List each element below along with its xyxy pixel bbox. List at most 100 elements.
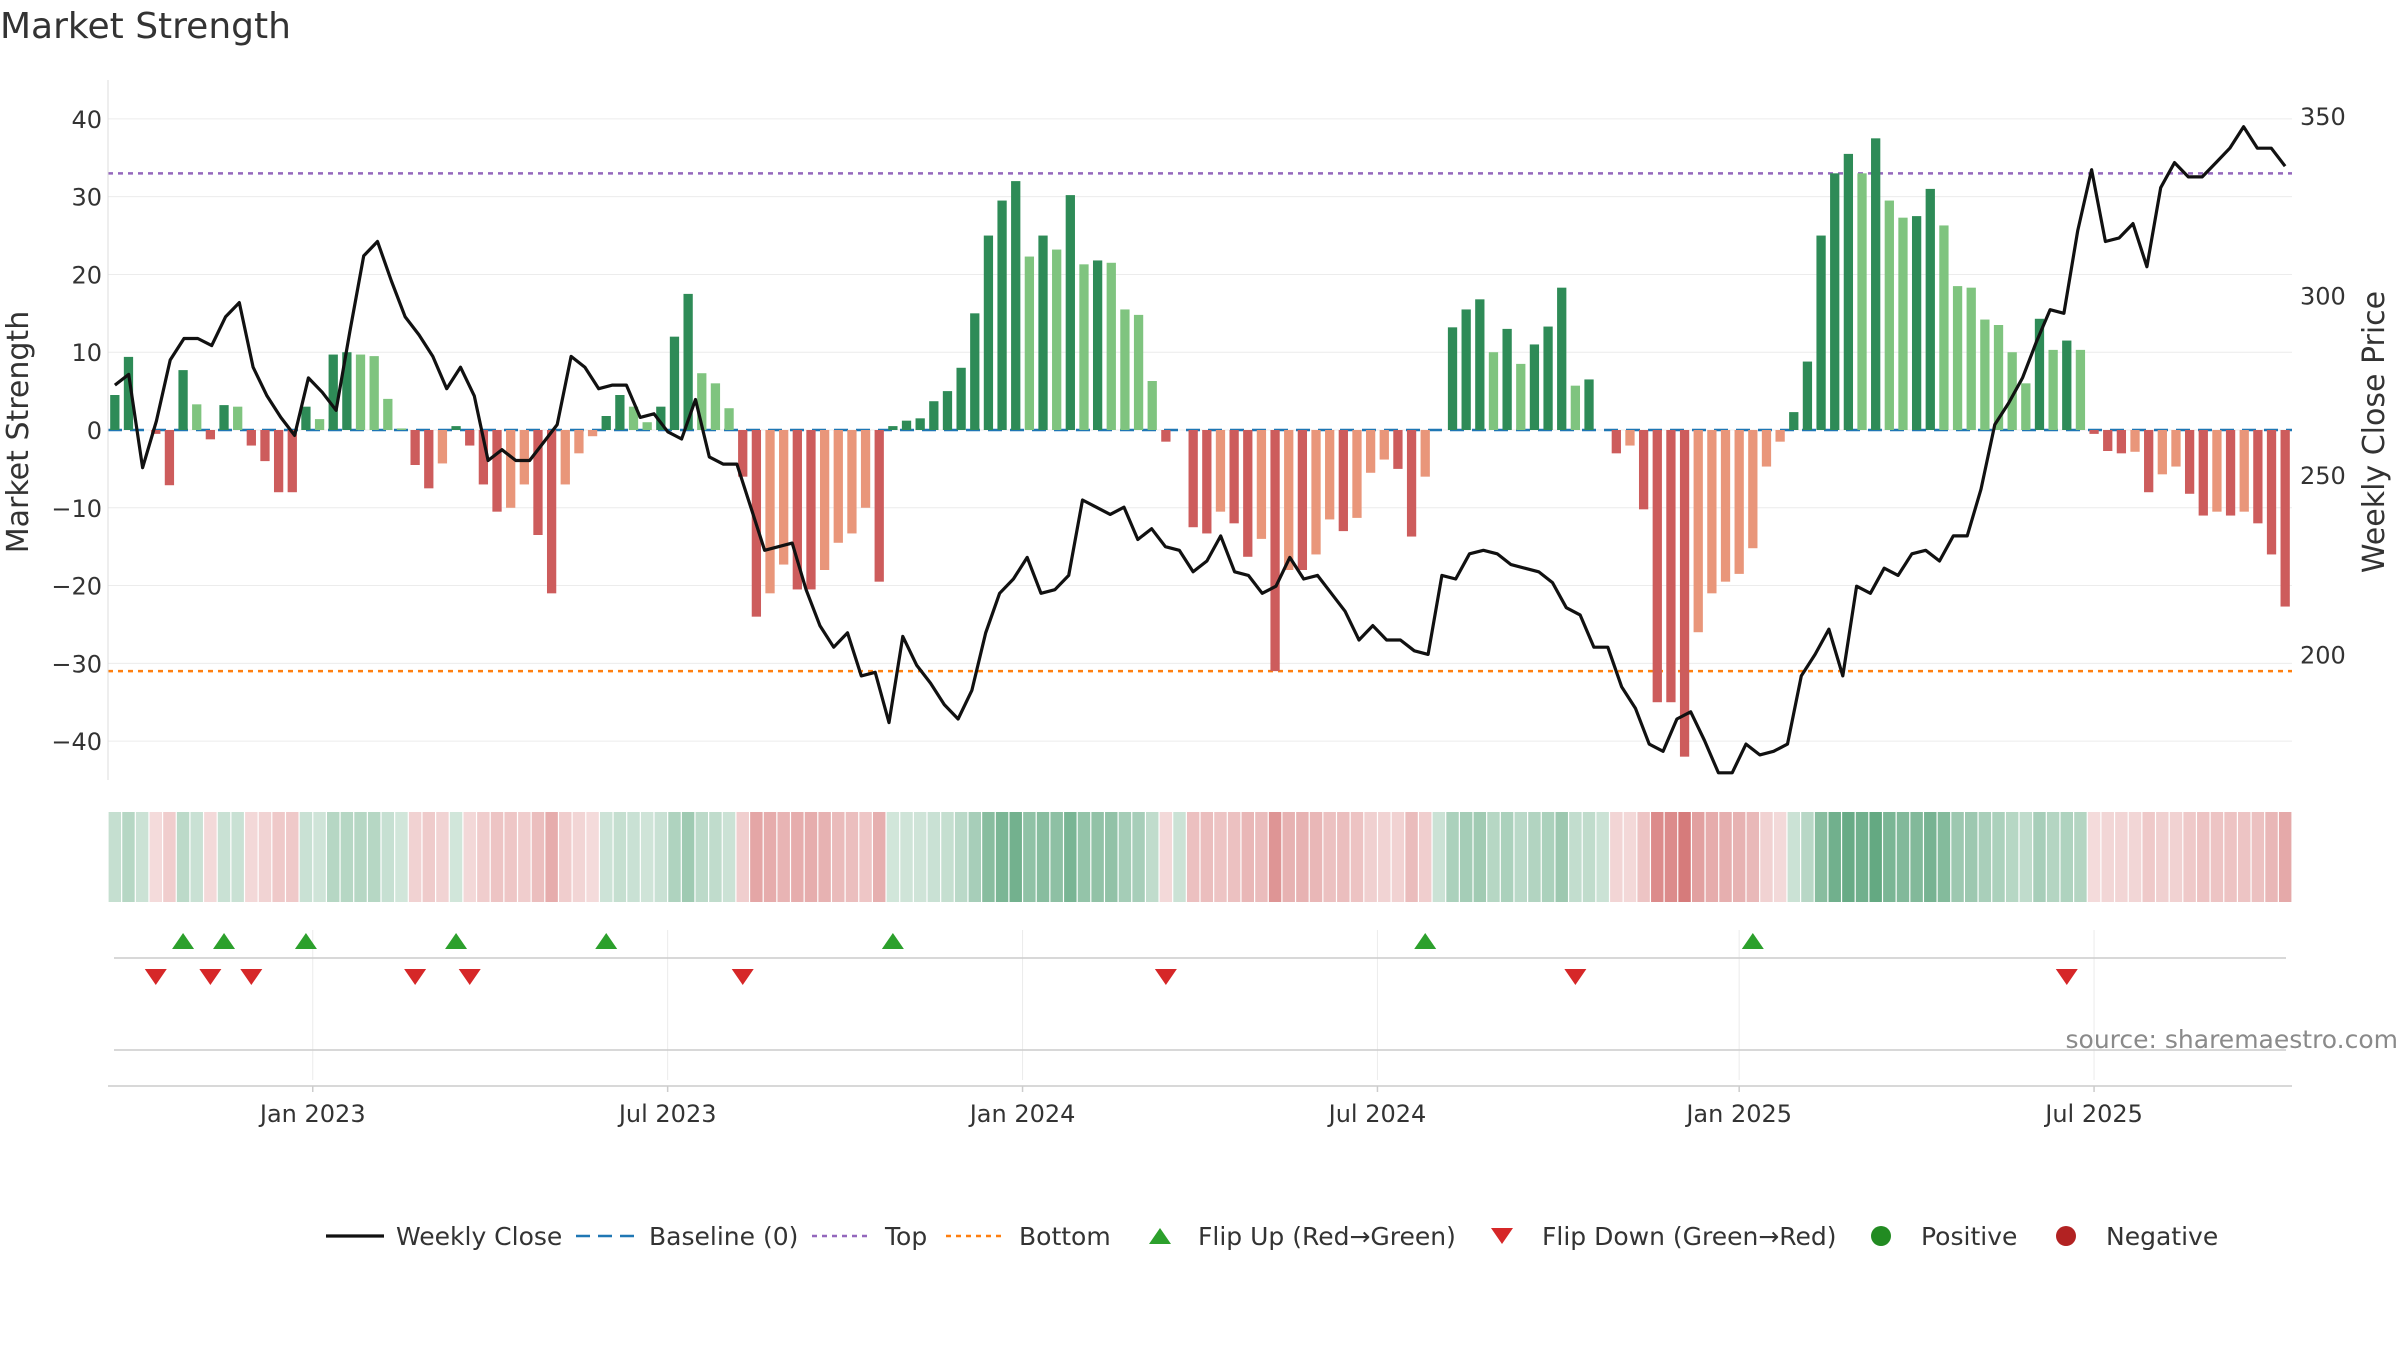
strength-bar xyxy=(779,430,789,565)
heat-cell xyxy=(1405,812,1418,902)
heat-cell xyxy=(1173,812,1186,902)
heat-cell xyxy=(1569,812,1582,902)
heat-cell xyxy=(1350,812,1364,902)
strength-bar xyxy=(151,430,161,434)
heat-cell xyxy=(204,812,217,902)
heat-cell xyxy=(2101,812,2114,902)
strength-bar xyxy=(929,401,939,430)
heat-cell xyxy=(2183,812,2196,902)
heat-cell xyxy=(2238,812,2251,902)
flip-down-marker xyxy=(1154,969,1177,985)
strength-bar xyxy=(1693,430,1703,633)
heat-cell xyxy=(1623,812,1637,902)
heat-cell xyxy=(859,812,872,902)
strength-bar xyxy=(1557,287,1567,430)
strength-bar xyxy=(601,416,611,430)
strength-bar xyxy=(1570,385,1581,430)
heat-cell xyxy=(1473,812,1487,902)
heat-cell xyxy=(763,812,777,902)
heat-cell xyxy=(1255,812,1268,902)
strength-bar xyxy=(683,293,693,430)
strength-bar xyxy=(287,430,297,493)
heat-cell xyxy=(1050,812,1063,902)
strength-bar xyxy=(819,430,830,570)
flip-down-marker xyxy=(240,969,263,985)
strength-bar xyxy=(1161,430,1171,442)
strength-bar xyxy=(792,430,802,590)
y-axis-right-title: Weekly Close Price xyxy=(2357,291,2392,573)
strength-bar xyxy=(656,406,666,430)
strength-bar xyxy=(833,430,843,543)
flip-down-marker xyxy=(404,969,427,985)
heat-cell xyxy=(572,812,586,902)
legend-label: Negative xyxy=(2106,1222,2218,1251)
heat-cell xyxy=(982,812,995,902)
strength-bar xyxy=(1270,430,1280,672)
strength-bar xyxy=(2280,430,2290,607)
strength-bar xyxy=(1816,235,1826,430)
strength-bar xyxy=(110,395,120,430)
heat-cell xyxy=(1965,812,1978,902)
heat-cell xyxy=(681,812,695,902)
heat-cell xyxy=(559,812,572,902)
heat-cell xyxy=(1500,812,1514,902)
legend-label: Baseline (0) xyxy=(649,1222,798,1251)
heat-cell xyxy=(1432,812,1446,902)
strength-bar xyxy=(1038,235,1048,430)
heat-cell xyxy=(1637,812,1650,902)
heat-cell xyxy=(327,812,340,902)
heat-cell xyxy=(395,812,408,902)
strength-bar xyxy=(1079,264,1089,430)
heat-cell xyxy=(654,812,668,902)
heat-cell xyxy=(149,812,162,902)
heat-cell xyxy=(1337,812,1350,902)
heat-cell xyxy=(1118,812,1132,902)
heat-cell xyxy=(1105,812,1118,902)
strength-bar xyxy=(1229,430,1239,524)
heat-cell xyxy=(1719,812,1732,902)
heat-cell xyxy=(2251,812,2265,902)
heat-cell xyxy=(2156,812,2169,902)
strength-bar xyxy=(1789,412,1799,430)
flip-up-marker xyxy=(294,933,317,949)
heat-cell xyxy=(2210,812,2224,902)
strength-bar xyxy=(1980,319,1990,430)
strength-bar xyxy=(956,367,966,430)
heat-cell xyxy=(2046,812,2060,902)
strength-bar xyxy=(1106,262,1116,430)
axes: 40 30 20 10 0 −10 −20 −30 −40 350 300 250 200 Jan 202… xyxy=(51,80,2346,1128)
heat-cell xyxy=(736,812,749,902)
strength-bar xyxy=(642,422,652,430)
heat-cell xyxy=(217,812,231,902)
heat-cell xyxy=(1159,812,1173,902)
heat-cell xyxy=(122,812,135,902)
heat-cell xyxy=(286,812,299,902)
heat-cell xyxy=(1992,812,2005,902)
heat-cell xyxy=(1364,812,1377,902)
heat-cell xyxy=(1309,812,1323,902)
y-tick-label-left: 0 xyxy=(87,417,102,445)
strength-bar xyxy=(1202,430,1212,534)
strength-bar xyxy=(1243,430,1253,557)
heat-cell xyxy=(190,812,203,902)
heat-cell xyxy=(2060,812,2073,902)
strength-bar xyxy=(2062,340,2072,430)
heat-cell xyxy=(367,812,381,902)
strength-bar xyxy=(1775,430,1785,442)
strength-bar xyxy=(574,430,584,454)
heat-cell xyxy=(463,812,476,902)
strength-bar xyxy=(1993,325,2004,430)
strength-bar xyxy=(1584,379,1594,430)
strength-bar xyxy=(2198,430,2208,516)
heat-cell xyxy=(340,812,354,902)
strength-bar xyxy=(1761,430,1772,467)
strength-bar xyxy=(1256,430,1267,539)
heat-cell xyxy=(1787,812,1800,902)
strength-bar xyxy=(369,356,379,430)
flip-up-marker xyxy=(445,933,468,949)
heat-cell xyxy=(2265,812,2278,902)
strength-bar xyxy=(1379,430,1389,460)
heat-cell xyxy=(449,812,463,902)
strength-bar xyxy=(273,430,284,493)
x-tick-label: Jan 2025 xyxy=(1684,1100,1792,1128)
